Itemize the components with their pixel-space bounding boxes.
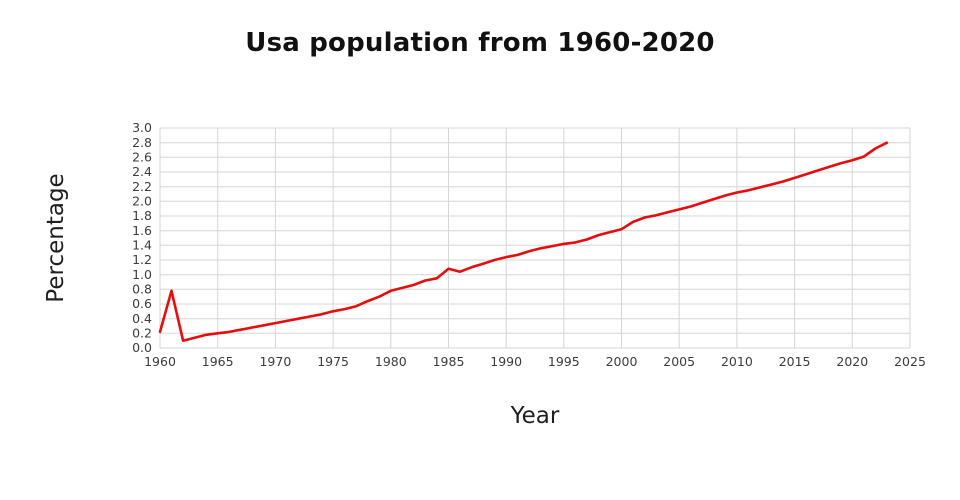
x-tick-label: 1985: [433, 354, 465, 369]
y-tick-label: 2.4: [132, 164, 152, 179]
y-tick-label: 2.0: [132, 194, 152, 209]
y-tick-label: 0.0: [132, 340, 152, 355]
y-tick-label: 1.4: [132, 238, 152, 253]
y-tick-label: 2.2: [132, 179, 152, 194]
x-tick-label: 1990: [490, 354, 522, 369]
x-tick-label: 2015: [779, 354, 811, 369]
x-tick-label: 2020: [836, 354, 868, 369]
y-tick-label: 3.0: [132, 120, 152, 135]
x-axis-label: Year: [510, 403, 560, 429]
y-tick-label: 1.0: [132, 267, 152, 282]
line-chart: 0.00.20.40.60.81.01.21.41.61.82.02.22.42…: [132, 120, 926, 369]
y-tick-label: 1.6: [132, 223, 152, 238]
x-tick-label: 1965: [202, 354, 234, 369]
x-tick-label: 2010: [721, 354, 753, 369]
y-tick-label: 0.4: [132, 311, 152, 326]
x-tick-label: 1975: [317, 354, 349, 369]
x-tick-label: 1995: [548, 354, 580, 369]
data-line-series: [158, 141, 889, 342]
x-tick-label: 1980: [375, 354, 407, 369]
y-tick-label: 2.8: [132, 135, 152, 150]
x-tick-label: 1960: [144, 354, 176, 369]
y-tick-label: 1.2: [132, 252, 152, 267]
y-tick-label: 0.8: [132, 282, 152, 297]
x-tick-label: 2005: [663, 354, 695, 369]
y-tick-label: 1.8: [132, 208, 152, 223]
y-tick-label: 0.6: [132, 296, 152, 311]
chart-title: Usa population from 1960-2020: [245, 28, 715, 58]
x-tick-label: 1970: [259, 354, 291, 369]
x-tick-label: 2000: [606, 354, 638, 369]
y-tick-label: 0.2: [132, 326, 152, 341]
y-tick-label: 2.6: [132, 150, 152, 165]
y-axis-label: Percentage: [43, 173, 69, 303]
x-tick-label: 2025: [894, 354, 926, 369]
